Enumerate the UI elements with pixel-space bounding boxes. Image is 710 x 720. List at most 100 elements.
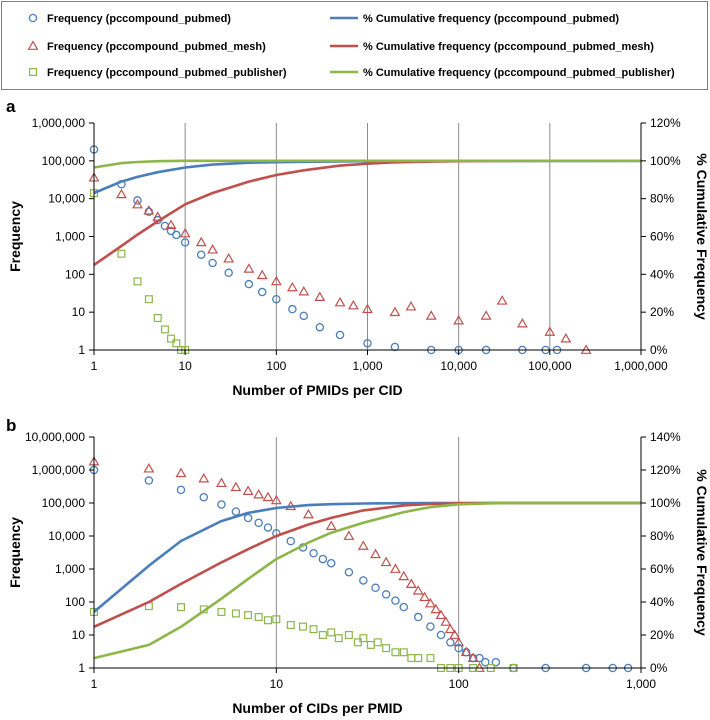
- y-axis-title: Frequency: [7, 517, 23, 588]
- data-point-mesh: [370, 548, 381, 559]
- y2-tick-label: 20%: [650, 305, 674, 319]
- series-line-publisher: [93, 159, 641, 169]
- x-tick-label: 10: [178, 359, 192, 373]
- data-point-pubmed: [243, 513, 253, 523]
- y-tick-label: 1,000: [55, 230, 85, 244]
- data-point-publisher: [334, 634, 343, 643]
- data-point-mesh: [334, 296, 346, 307]
- data-point-mesh: [580, 344, 592, 354]
- data-point-pubmed: [199, 492, 209, 502]
- data-point-mesh: [325, 520, 337, 530]
- data-point-mesh: [243, 263, 255, 273]
- data-point-mesh: [179, 227, 191, 238]
- data-point-pubmed: [436, 630, 446, 640]
- data-point-mesh: [444, 623, 456, 634]
- data-point-pubmed: [172, 230, 181, 240]
- data-point-mesh: [435, 609, 447, 620]
- y2-tick-label: 40%: [650, 595, 674, 609]
- data-point-pubmed: [196, 250, 206, 259]
- x-tick-label: 10,000: [440, 359, 477, 373]
- data-point-pubmed: [208, 258, 217, 268]
- data-point-mesh: [298, 285, 310, 296]
- legend-marker-publisher: [29, 67, 38, 76]
- y-tick-label: 100: [65, 595, 85, 609]
- x-tick-label: 100,000: [528, 359, 572, 373]
- data-point-mesh: [405, 578, 417, 588]
- y-tick-label: 1,000,000: [32, 463, 86, 477]
- data-point-mesh: [165, 219, 177, 230]
- data-point-mesh: [474, 662, 485, 672]
- y-tick-label: 1: [78, 343, 85, 357]
- data-point-mesh: [132, 198, 143, 209]
- data-point-mesh: [516, 317, 528, 328]
- y-tick-label: 10,000,000: [25, 430, 85, 444]
- data-point-pubmed: [133, 196, 142, 205]
- data-point-pubmed: [390, 342, 400, 352]
- panel-label: b: [6, 416, 16, 435]
- data-point-mesh: [256, 269, 268, 280]
- data-point-publisher: [144, 295, 153, 304]
- data-point-mesh: [286, 281, 298, 292]
- data-point-mesh: [390, 563, 401, 573]
- data-point-publisher: [117, 249, 126, 258]
- y-tick-label: 1,000: [55, 562, 85, 576]
- data-point-publisher: [414, 654, 423, 663]
- data-point-mesh: [453, 636, 465, 647]
- data-point-mesh: [380, 556, 392, 567]
- y-tick-label: 1,000,000: [32, 116, 86, 130]
- data-point-mesh: [230, 481, 242, 492]
- y2-tick-label: 120%: [650, 116, 681, 130]
- y2-axis-title: % Cumulative Frequency: [694, 469, 710, 636]
- x-axis-title: Number of CIDs per PMID: [232, 700, 402, 716]
- data-point-publisher: [353, 638, 362, 647]
- data-point-mesh: [560, 333, 572, 343]
- data-point-pubmed: [481, 657, 490, 667]
- data-point-publisher: [298, 622, 307, 631]
- x-tick-label: 10: [270, 677, 284, 691]
- data-point-mesh: [303, 508, 314, 519]
- data-point-publisher: [153, 314, 162, 323]
- y-tick-label: 100: [65, 267, 85, 281]
- data-point-publisher: [359, 634, 368, 643]
- data-point-mesh: [453, 314, 465, 325]
- y-tick-label: 10: [72, 305, 86, 319]
- data-point-mesh: [419, 591, 430, 602]
- data-point-pubmed: [309, 549, 318, 558]
- data-point-pubmed: [426, 622, 435, 631]
- data-point-publisher: [366, 640, 375, 649]
- y2-tick-label: 0%: [650, 343, 668, 357]
- data-point-publisher: [254, 613, 263, 622]
- data-point-pubmed: [318, 554, 328, 564]
- x-axis-title: Number of PMIDs per CID: [232, 382, 402, 398]
- data-point-mesh: [347, 299, 359, 310]
- legend-marker-mesh: [27, 40, 39, 50]
- data-point-mesh: [223, 253, 235, 263]
- data-point-mesh: [195, 236, 207, 247]
- data-point-pubmed: [257, 287, 267, 297]
- data-point-publisher: [167, 334, 176, 343]
- data-point-publisher: [172, 339, 181, 348]
- y2-tick-label: 40%: [650, 267, 674, 281]
- y2-axis-title: % Cumulative Frequency: [694, 153, 710, 320]
- data-point-publisher: [318, 630, 327, 639]
- legend-label: % Cumulative frequency (pccompound_pubme…: [363, 67, 675, 79]
- data-point-mesh: [242, 485, 254, 495]
- data-point-mesh: [460, 646, 472, 657]
- x-tick-label: 1,000,000: [614, 359, 668, 373]
- x-tick-label: 1,000: [626, 677, 656, 691]
- data-point-mesh: [362, 303, 373, 314]
- data-point-mesh: [175, 467, 187, 478]
- data-point-pubmed: [263, 523, 273, 532]
- data-point-mesh: [207, 244, 219, 254]
- data-point-mesh: [412, 585, 424, 595]
- y-tick-label: 100,000: [42, 154, 86, 168]
- legend-label: Frequency (pccompound_pubmed_publisher): [47, 67, 287, 79]
- y-tick-label: 10,000: [48, 192, 85, 206]
- data-point-mesh: [343, 530, 355, 540]
- data-point-pubmed: [299, 311, 309, 321]
- data-point-publisher: [382, 644, 391, 653]
- panel-b-chart: b 1 10 100 1,000 1 10 100 1,000 10,000 100,000 1,00…: [6, 416, 710, 716]
- x-tick-label: 1: [91, 359, 98, 373]
- data-point-publisher: [244, 611, 253, 620]
- data-point-pubmed: [244, 279, 254, 289]
